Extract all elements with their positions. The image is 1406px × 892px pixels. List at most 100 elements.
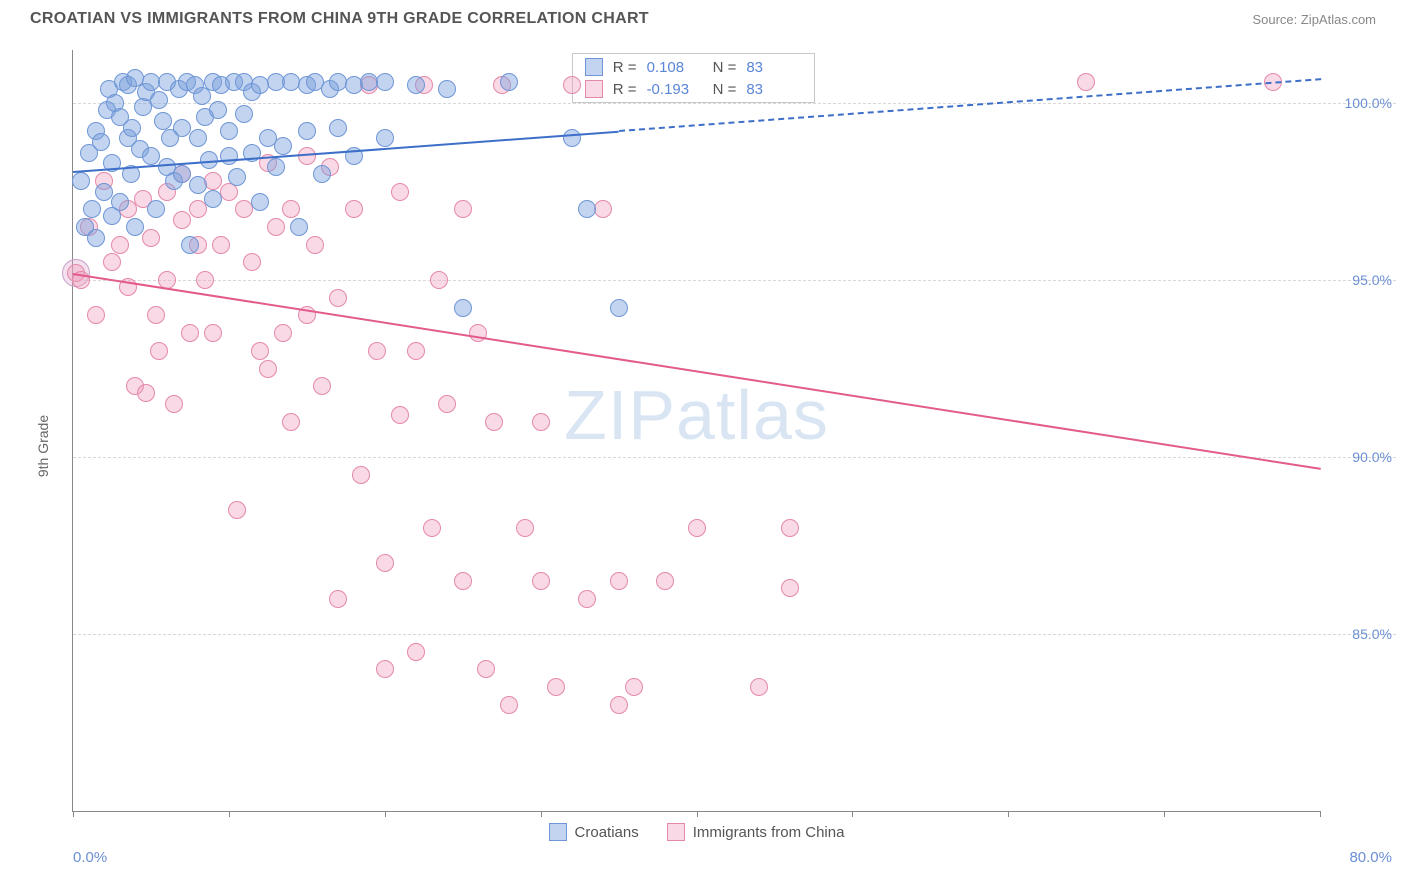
scatter-point (196, 271, 214, 289)
legend-row-china: R = -0.193 N = 83 (573, 78, 815, 100)
r-label: R = (613, 59, 637, 76)
scatter-point (173, 211, 191, 229)
n-label: N = (713, 59, 737, 76)
n-label: N = (713, 81, 737, 98)
scatter-point (329, 289, 347, 307)
x-tick (852, 811, 853, 817)
scatter-point (610, 299, 628, 317)
scatter-point (329, 119, 347, 137)
scatter-point (625, 678, 643, 696)
scatter-point (267, 158, 285, 176)
scatter-point (376, 660, 394, 678)
scatter-point (610, 696, 628, 714)
scatter-point (235, 105, 253, 123)
legend-item-croatians: Croatians (549, 823, 639, 841)
scatter-point (259, 360, 277, 378)
scatter-point (656, 572, 674, 590)
correlation-legend: R = 0.108 N = 83 R = -0.193 N = 83 (572, 53, 816, 103)
scatter-point (189, 129, 207, 147)
scatter-point (274, 137, 292, 155)
scatter-point (532, 413, 550, 431)
scatter-point (92, 133, 110, 151)
scatter-point (376, 73, 394, 91)
scatter-point (126, 218, 144, 236)
watermark-a: ZIP (564, 376, 676, 454)
scatter-point (430, 271, 448, 289)
scatter-point (87, 229, 105, 247)
plot-area: ZIPatlas R = 0.108 N = 83 R = -0.193 N =… (72, 50, 1320, 812)
x-tick (697, 811, 698, 817)
scatter-point (313, 377, 331, 395)
n-value-croatians: 83 (746, 59, 802, 76)
scatter-point (454, 572, 472, 590)
scatter-point (204, 324, 222, 342)
scatter-point (189, 200, 207, 218)
x-tick (73, 811, 74, 817)
scatter-point (103, 253, 121, 271)
watermark: ZIPatlas (564, 375, 829, 455)
scatter-point (391, 183, 409, 201)
r-value-china: -0.193 (647, 81, 703, 98)
legend-label-croatians: Croatians (575, 824, 639, 841)
scatter-point (578, 200, 596, 218)
chart-container: ZIPatlas R = 0.108 N = 83 R = -0.193 N =… (50, 50, 1396, 842)
scatter-point (111, 236, 129, 254)
scatter-point (407, 76, 425, 94)
scatter-point (368, 342, 386, 360)
scatter-point (610, 572, 628, 590)
scatter-point (147, 200, 165, 218)
scatter-point (298, 122, 316, 140)
y-tick-label: 85.0% (1352, 626, 1392, 642)
scatter-point (532, 572, 550, 590)
x-tick (1164, 811, 1165, 817)
scatter-point (72, 172, 90, 190)
scatter-point (123, 119, 141, 137)
legend-label-china: Immigrants from China (693, 824, 845, 841)
legend-row-croatians: R = 0.108 N = 83 (573, 56, 815, 78)
swatch-china (585, 80, 603, 98)
scatter-point (454, 299, 472, 317)
gridline (73, 280, 1396, 281)
scatter-point (154, 112, 172, 130)
scatter-point (282, 200, 300, 218)
scatter-point (313, 165, 331, 183)
x-tick (385, 811, 386, 817)
scatter-point (220, 122, 238, 140)
scatter-point (243, 253, 261, 271)
scatter-point (251, 193, 269, 211)
scatter-point (454, 200, 472, 218)
scatter-point (781, 519, 799, 537)
scatter-point (83, 200, 101, 218)
scatter-point (220, 147, 238, 165)
scatter-point (267, 218, 285, 236)
scatter-point (204, 190, 222, 208)
scatter-point (407, 342, 425, 360)
scatter-point (282, 413, 300, 431)
scatter-point (142, 229, 160, 247)
scatter-point (1077, 73, 1095, 91)
x-tick (229, 811, 230, 817)
scatter-point (477, 660, 495, 678)
scatter-point (376, 554, 394, 572)
scatter-point (547, 678, 565, 696)
scatter-point (688, 519, 706, 537)
x-tick (541, 811, 542, 817)
scatter-point (111, 193, 129, 211)
scatter-point (150, 342, 168, 360)
series-legend: Croatians Immigrants from China (73, 823, 1320, 841)
y-tick-label: 100.0% (1345, 95, 1392, 111)
scatter-point (485, 413, 503, 431)
scatter-point (147, 306, 165, 324)
y-tick-label: 90.0% (1352, 449, 1392, 465)
scatter-point (137, 384, 155, 402)
y-tick-label: 95.0% (1352, 272, 1392, 288)
scatter-point (563, 76, 581, 94)
scatter-point (578, 590, 596, 608)
scatter-point (563, 129, 581, 147)
scatter-point (87, 306, 105, 324)
scatter-point (423, 519, 441, 537)
gridline (73, 103, 1396, 104)
scatter-point (750, 678, 768, 696)
scatter-point (352, 466, 370, 484)
scatter-point (376, 129, 394, 147)
